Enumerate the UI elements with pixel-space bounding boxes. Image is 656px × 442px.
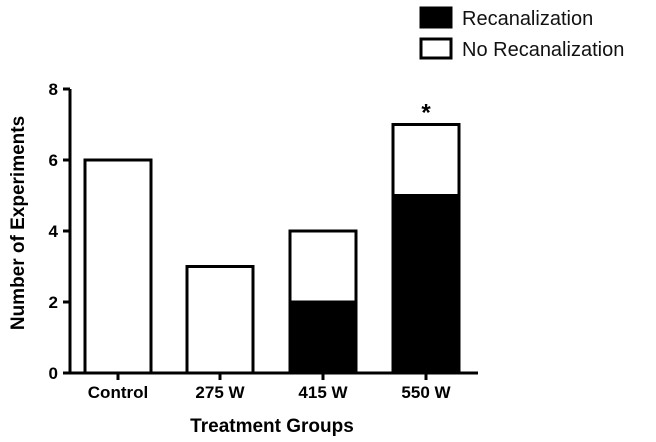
bar-recanalization-550-w [391, 194, 461, 375]
legend-swatch-no-recanalization [419, 37, 453, 60]
x-tick-label-415-w: 415 W [298, 383, 348, 402]
y-axis-title: Number of Experiments [8, 116, 29, 330]
axes: 0 2 4 6 8 Control 275 W 415 W 550 W * [49, 80, 478, 402]
bars [83, 123, 461, 375]
y-tick-label-0: 0 [49, 364, 58, 383]
x-tick-label-550-w: 550 W [401, 383, 451, 402]
bar-no-recanalization-control [83, 158, 153, 375]
legend-label-no-recanalization: No Recanalization [462, 39, 624, 61]
x-axis-title: Treatment Groups [190, 416, 354, 437]
legend: Recanalization No Recanalization [419, 6, 624, 61]
y-tick-label-6: 6 [49, 151, 58, 170]
y-tick-label-4: 4 [49, 222, 59, 241]
bar-no-recanalization-275-w [185, 265, 255, 375]
significance-asterisk: * [421, 100, 431, 127]
bar-recanalization-415-w [288, 300, 358, 375]
bar-no-recanalization-415-w [288, 229, 358, 304]
y-tick-label-2: 2 [49, 293, 58, 312]
y-tick-label-8: 8 [49, 80, 58, 99]
legend-swatch-recanalization [419, 6, 453, 29]
bar-no-recanalization-550-w [391, 123, 461, 197]
x-tick-label-275-w: 275 W [195, 383, 245, 402]
x-tick-label-control: Control [88, 383, 148, 402]
legend-label-recanalization: Recanalization [462, 8, 593, 30]
